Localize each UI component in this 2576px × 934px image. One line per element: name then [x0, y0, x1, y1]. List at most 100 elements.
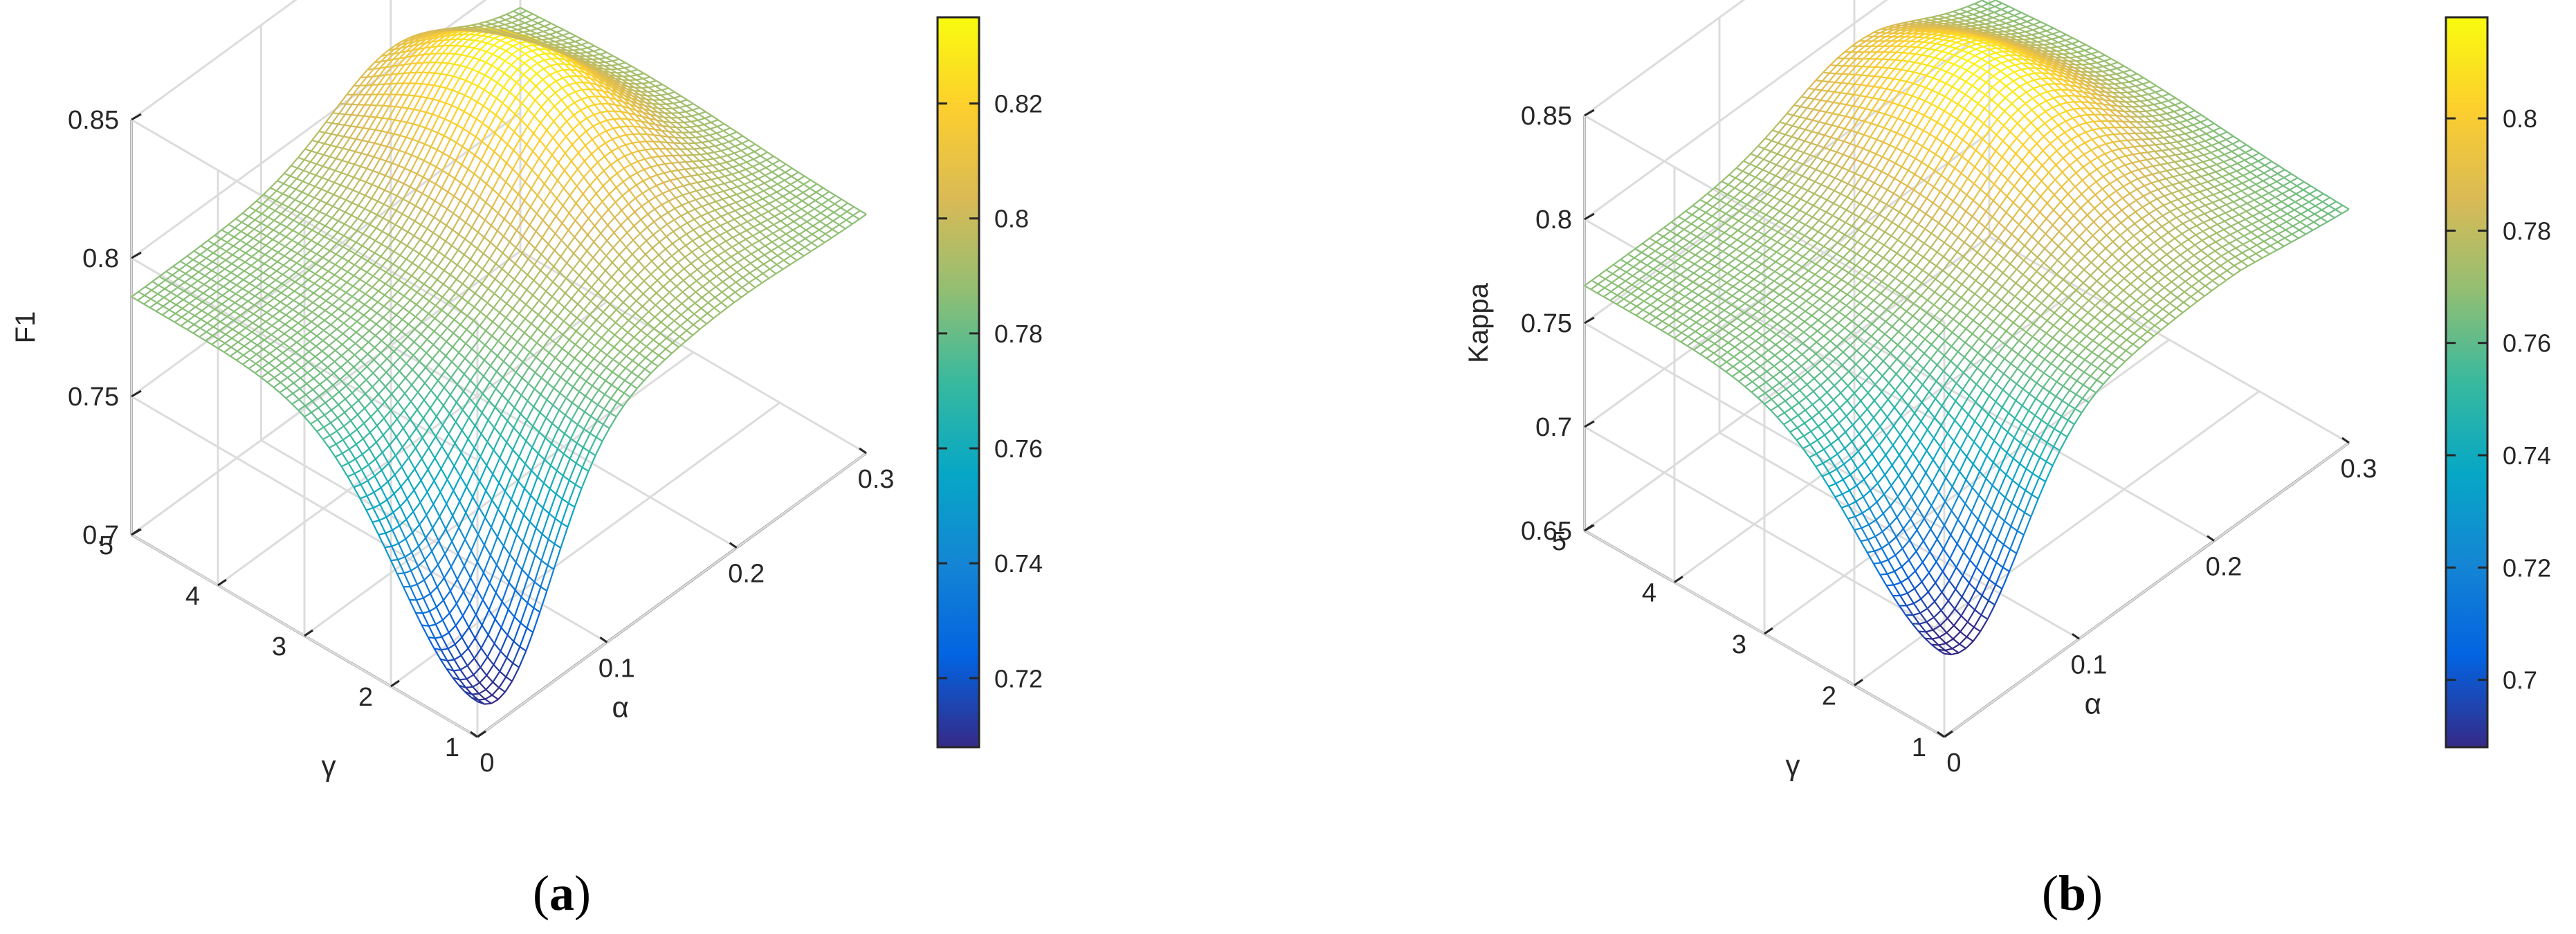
surface-segment: [586, 367, 594, 373]
surface-segment: [534, 248, 542, 255]
surface-segment: [512, 299, 521, 309]
surface-segment: [627, 324, 636, 333]
surface-segment: [372, 504, 381, 509]
surface-segment: [597, 404, 605, 410]
surface-segment: [323, 154, 330, 158]
surface-segment: [378, 372, 387, 381]
surface-segment: [367, 129, 376, 143]
surface-segment: [538, 300, 546, 306]
surface-segment: [430, 116, 439, 131]
surface-segment: [612, 358, 620, 365]
surface-segment: [507, 389, 516, 402]
surface-segment: [563, 32, 570, 37]
surface-segment: [439, 100, 446, 104]
surface-segment: [558, 414, 567, 430]
surface-segment: [416, 597, 424, 601]
surface-segment: [585, 272, 593, 282]
surface-segment: [749, 268, 758, 274]
surface-segment: [540, 394, 548, 401]
surface-segment: [327, 264, 336, 272]
surface-segment: [515, 562, 523, 571]
surface-segment: [462, 114, 471, 129]
surface-segment: [221, 303, 229, 309]
surface-segment: [691, 174, 698, 177]
surface-segment: [551, 310, 558, 317]
surface-segment: [547, 538, 556, 545]
surface-segment: [731, 242, 740, 248]
surface-segment: [493, 413, 502, 428]
surface-segment: [362, 224, 371, 235]
surface-segment: [747, 217, 755, 223]
surface-segment: [744, 253, 752, 259]
surface-segment: [581, 340, 590, 350]
surface-segment: [246, 228, 255, 236]
surface-segment: [363, 198, 372, 210]
surface-segment: [276, 270, 284, 275]
surface-segment: [386, 351, 395, 360]
surface-segment: [763, 187, 771, 192]
surface-segment: [469, 561, 478, 578]
surface-segment: [271, 248, 279, 253]
surface-segment: [527, 100, 536, 111]
surface-segment: [586, 241, 595, 252]
surface-segment: [587, 45, 595, 49]
surface-segment: [580, 354, 589, 364]
surface-segment: [217, 342, 226, 349]
surface-segment: [398, 279, 405, 285]
surface-segment: [329, 134, 338, 146]
surface-segment: [556, 329, 564, 336]
surface-segment: [761, 203, 769, 208]
surface-segment: [302, 172, 311, 182]
surface-segment: [299, 387, 307, 396]
surface-segment: [150, 293, 158, 300]
surface-segment: [460, 182, 468, 188]
surface-segment: [460, 648, 469, 657]
surface-segment: [428, 183, 437, 198]
surface-segment: [657, 261, 666, 268]
surface-segment: [484, 335, 493, 346]
surface-segment: [619, 246, 627, 255]
surface-segment: [365, 184, 373, 196]
surface-segment: [273, 292, 282, 299]
surface-segment: [700, 221, 708, 227]
surface-segment: [304, 140, 313, 150]
surface-segment: [365, 379, 373, 387]
surface-segment: [566, 262, 574, 270]
surface-segment: [395, 428, 404, 438]
surface-segment: [289, 268, 297, 273]
surface-segment: [396, 410, 405, 420]
surface-segment: [762, 268, 771, 275]
surface-segment: [448, 174, 456, 180]
surface-segment: [536, 201, 545, 214]
surface-segment: [494, 601, 503, 620]
surface-segment: [341, 462, 349, 468]
surface-segment: [289, 262, 298, 270]
surface-segment: [616, 296, 624, 303]
surface-segment: [486, 302, 494, 309]
surface-segment: [432, 232, 440, 238]
surface-segment: [432, 516, 441, 529]
surface-segment: [393, 351, 401, 358]
surface-segment: [382, 117, 389, 120]
surface-segment: [244, 270, 251, 275]
surface-segment: [329, 156, 336, 160]
surface-segment: [363, 127, 369, 130]
surface-segment: [583, 300, 592, 311]
surface-segment: [359, 366, 368, 374]
surface-segment: [412, 239, 421, 250]
surface-segment: [457, 367, 465, 375]
surface-segment: [705, 238, 713, 244]
surface-segment: [486, 316, 493, 322]
surface-segment: [463, 363, 472, 375]
surface-segment: [194, 301, 203, 308]
surface-segment: [494, 619, 502, 628]
surface-segment: [705, 165, 713, 167]
surface-segment: [498, 194, 506, 201]
surface-segment: [322, 156, 331, 167]
surface-segment: [420, 469, 429, 481]
surface-segment: [477, 219, 486, 233]
surface-segment: [373, 352, 382, 360]
surface-segment: [237, 350, 244, 356]
surface-segment: [557, 306, 565, 317]
